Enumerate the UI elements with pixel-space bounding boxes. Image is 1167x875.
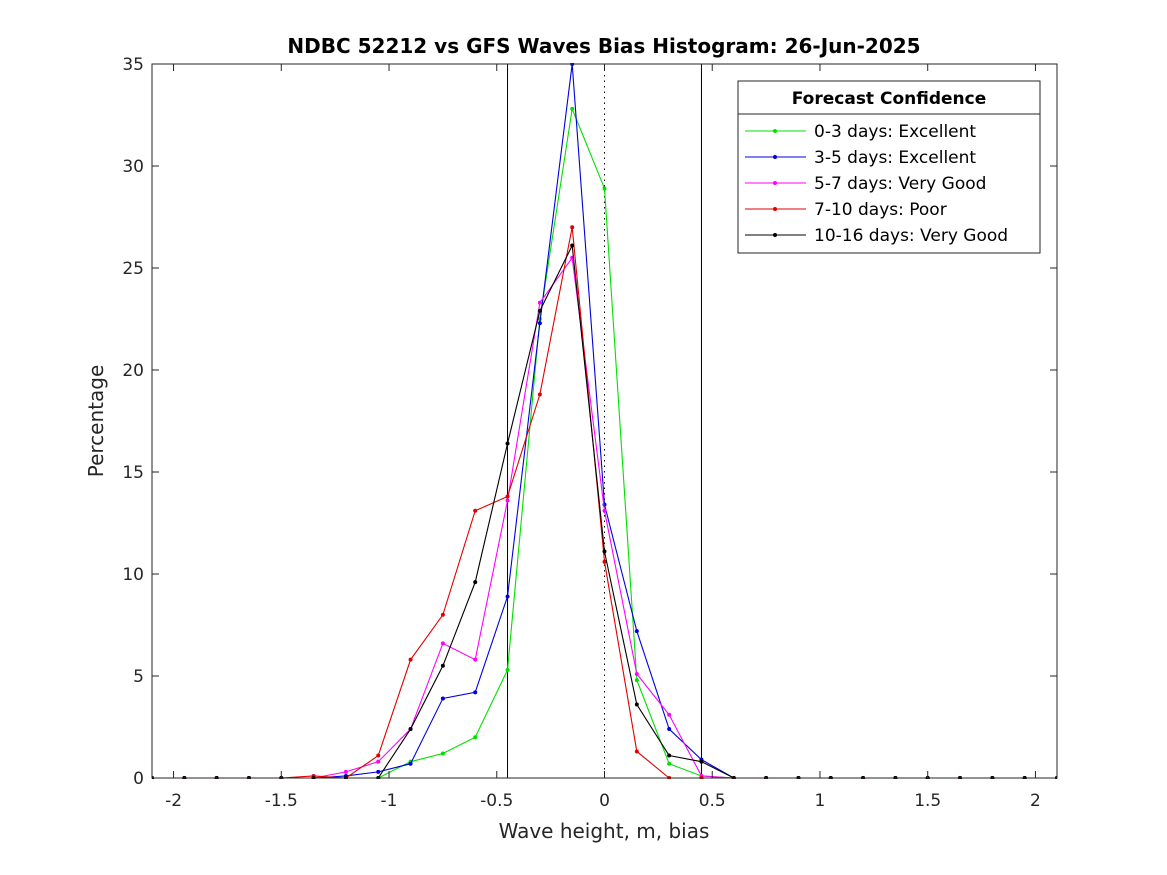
data-point (505, 594, 510, 599)
data-point (602, 508, 607, 513)
data-point (440, 696, 445, 701)
x-tick-label: -2 (165, 791, 182, 811)
data-point (376, 753, 381, 758)
data-point (408, 727, 413, 732)
data-point (634, 678, 639, 683)
data-point (440, 612, 445, 617)
data-point (667, 753, 672, 758)
chart-title: NDBC 52212 vs GFS Waves Bias Histogram: … (287, 34, 920, 58)
data-point (343, 769, 348, 774)
data-point (505, 667, 510, 672)
y-tick-label: 20 (122, 361, 144, 381)
data-point (505, 494, 510, 499)
data-point (473, 735, 478, 740)
data-point (634, 629, 639, 634)
x-tick-label: 2 (1030, 791, 1041, 811)
legend-title: Forecast Confidence (792, 89, 987, 109)
data-point (602, 186, 607, 191)
data-point (602, 549, 607, 554)
x-tick-label: 0 (599, 791, 610, 811)
data-point (376, 759, 381, 764)
legend-item: 0-3 days: Excellent (745, 122, 976, 142)
legend-item: 3-5 days: Excellent (745, 148, 976, 168)
y-tick-label: 0 (133, 769, 144, 789)
x-tick-label: 0.5 (699, 791, 726, 811)
data-point (667, 761, 672, 766)
legend-label: 10-16 days: Very Good (814, 226, 1008, 246)
y-tick-label: 35 (122, 55, 144, 75)
x-tick-label: -0.5 (480, 791, 513, 811)
legend-swatch-marker (773, 155, 777, 159)
data-point (473, 580, 478, 585)
x-tick-label: -1.5 (265, 791, 298, 811)
legend-box (737, 80, 1041, 254)
data-point (634, 702, 639, 707)
data-point (634, 671, 639, 676)
data-point (537, 300, 542, 305)
legend: Forecast Confidence 0-3 days: Excellent 3… (737, 80, 1041, 254)
legend-label: 7-10 days: Poor (814, 200, 947, 220)
legend-swatch-marker (773, 233, 777, 237)
data-point (473, 657, 478, 662)
data-point (537, 392, 542, 397)
x-axis-label: Wave height, m, bias (499, 819, 710, 843)
legend-label: 5-7 days: Very Good (814, 174, 986, 194)
data-point (440, 641, 445, 646)
data-point (570, 243, 575, 248)
data-point (473, 508, 478, 513)
data-point (570, 225, 575, 230)
legend-item: 10-16 days: Very Good (745, 226, 1008, 246)
y-tick-label: 25 (122, 259, 144, 279)
data-point (408, 657, 413, 662)
data-point (505, 441, 510, 446)
data-point (376, 769, 381, 774)
x-tick-label: 1.5 (914, 791, 941, 811)
legend-item: 7-10 days: Poor (745, 200, 947, 220)
y-axis-label: Percentage (84, 365, 108, 478)
x-tick-label: 1 (815, 791, 826, 811)
legend-swatch-marker (773, 181, 777, 185)
y-tick-label: 5 (133, 667, 144, 687)
data-point (667, 712, 672, 717)
data-point (634, 749, 639, 754)
data-point (570, 106, 575, 111)
reference-lines (507, 64, 702, 778)
data-point (602, 559, 607, 564)
legend-swatch-marker (773, 129, 777, 133)
x-tick-label: -1 (381, 791, 398, 811)
data-point (537, 308, 542, 313)
y-tick-label: 10 (122, 565, 144, 585)
legend-item: 5-7 days: Very Good (745, 174, 986, 194)
data-point (440, 751, 445, 756)
data-point (440, 663, 445, 668)
y-tick-label: 15 (122, 463, 144, 483)
legend-label: 0-3 days: Excellent (814, 122, 976, 142)
legend-items: 0-3 days: Excellent 3-5 days: Excellent 5-… (745, 122, 1008, 246)
data-point (408, 761, 413, 766)
y-tick-label: 30 (122, 157, 144, 177)
data-point (473, 690, 478, 695)
data-point (667, 727, 672, 732)
legend-label: 3-5 days: Excellent (814, 148, 976, 168)
data-point (537, 321, 542, 326)
data-point (505, 498, 510, 503)
data-point (699, 759, 704, 764)
legend-swatch-marker (773, 207, 777, 211)
